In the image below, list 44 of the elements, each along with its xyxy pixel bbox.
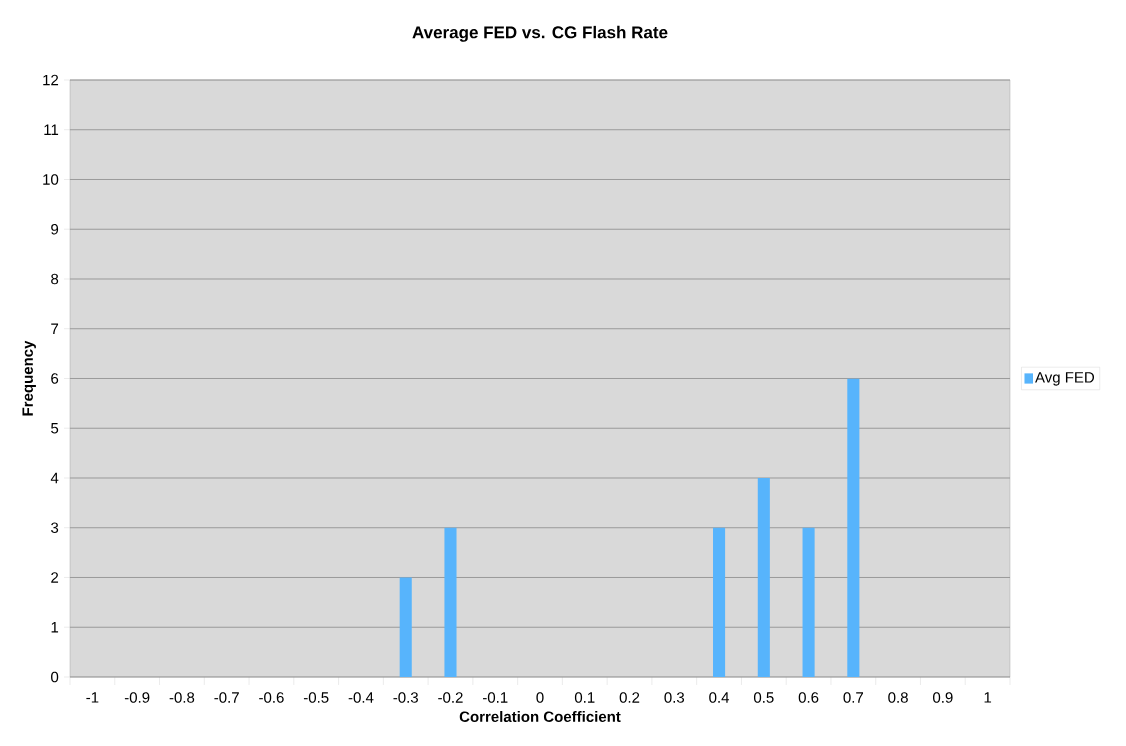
y-tick-label: 9 bbox=[51, 223, 59, 235]
x-tick-label: -1 bbox=[86, 692, 99, 703]
x-tick-label: -0.8 bbox=[169, 692, 195, 703]
x-tick-label: -0.9 bbox=[124, 692, 150, 703]
x-tick-label: -0.7 bbox=[214, 692, 239, 703]
x-tick-label: 0.6 bbox=[798, 692, 819, 703]
y-tick-label: 11 bbox=[44, 124, 59, 135]
bar bbox=[847, 378, 860, 677]
x-tick-label: 0 bbox=[536, 692, 544, 703]
chart-title: Average FED vs. CG Flash Rate bbox=[412, 25, 668, 42]
x-tick-label: 0.5 bbox=[753, 692, 774, 703]
bar bbox=[399, 577, 412, 677]
legend-label: Avg FED bbox=[1035, 372, 1095, 386]
y-tick-label: 3 bbox=[51, 522, 59, 534]
y-tick-label: 0 bbox=[51, 671, 59, 683]
x-tick-label: -0.6 bbox=[259, 692, 284, 703]
x-tick-label: 0.7 bbox=[843, 692, 864, 703]
y-axis-title: Frequency bbox=[22, 340, 36, 416]
y-tick-label: 10 bbox=[43, 174, 59, 185]
bar bbox=[757, 477, 770, 677]
bar bbox=[713, 527, 726, 677]
x-tick-label: 0.3 bbox=[664, 692, 685, 703]
x-tick-label: 0.4 bbox=[709, 692, 730, 703]
x-tick-label: 0.8 bbox=[888, 692, 908, 703]
x-axis-title: Correlation Coefficient bbox=[459, 711, 621, 723]
y-tick-label: 1 bbox=[51, 622, 59, 633]
x-tick-label: -0.1 bbox=[482, 692, 508, 703]
x-tick-label: -0.2 bbox=[438, 692, 463, 703]
bar bbox=[444, 527, 457, 677]
x-tick-label: 0.2 bbox=[619, 692, 640, 703]
y-tick-label: 4 bbox=[50, 472, 59, 484]
y-tick-label: 2 bbox=[51, 572, 59, 583]
y-tick-label: 8 bbox=[51, 273, 59, 285]
x-tick-label: -0.5 bbox=[303, 692, 329, 703]
x-tick-label: -0.3 bbox=[393, 692, 418, 703]
y-tick-label: 5 bbox=[51, 423, 59, 434]
y-tick-label: 7 bbox=[51, 323, 59, 334]
x-tick-label: 0.9 bbox=[933, 692, 953, 703]
x-tick-label: -0.4 bbox=[348, 692, 374, 703]
y-tick-label: 6 bbox=[51, 373, 59, 384]
y-tick-label: 12 bbox=[43, 74, 59, 86]
bar bbox=[802, 527, 815, 677]
x-tick-label: 1 bbox=[984, 692, 992, 703]
x-tick-label: 0.1 bbox=[574, 692, 595, 703]
